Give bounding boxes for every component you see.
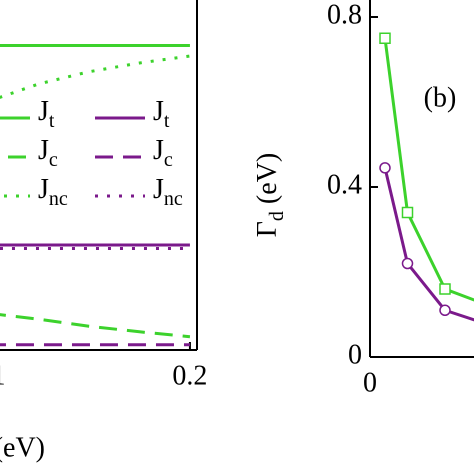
legend-label: Jnc (153, 174, 183, 209)
series-line (383, 167, 474, 322)
y-tick-label: 0.8 (327, 0, 362, 30)
marker (379, 32, 391, 44)
annotation: (b) (424, 82, 457, 113)
y-axis-label: Γd (eV) (252, 153, 287, 237)
marker (401, 206, 414, 219)
marker (401, 257, 414, 270)
legend-label: Jnc (38, 174, 68, 209)
x-tick-label: 0.1 (0, 360, 5, 391)
plot-b (379, 32, 474, 322)
x-axis-label: (eV) (0, 432, 45, 463)
legend-label: Jt (153, 96, 170, 131)
series-line (0, 313, 191, 339)
x-tick-label: 0.2 (172, 360, 207, 391)
marker (439, 304, 451, 316)
marker (379, 162, 391, 174)
legend-label: Jc (153, 135, 173, 170)
x-tick-label: 0 (363, 367, 377, 398)
series-line (383, 38, 474, 302)
y-tick-label: 0.4 (327, 169, 362, 200)
legend-label: Jt (38, 96, 55, 131)
legend-label: Jc (38, 135, 58, 170)
series-line (0, 54, 191, 99)
y-tick-label: 0 (348, 339, 362, 370)
marker (439, 283, 451, 295)
